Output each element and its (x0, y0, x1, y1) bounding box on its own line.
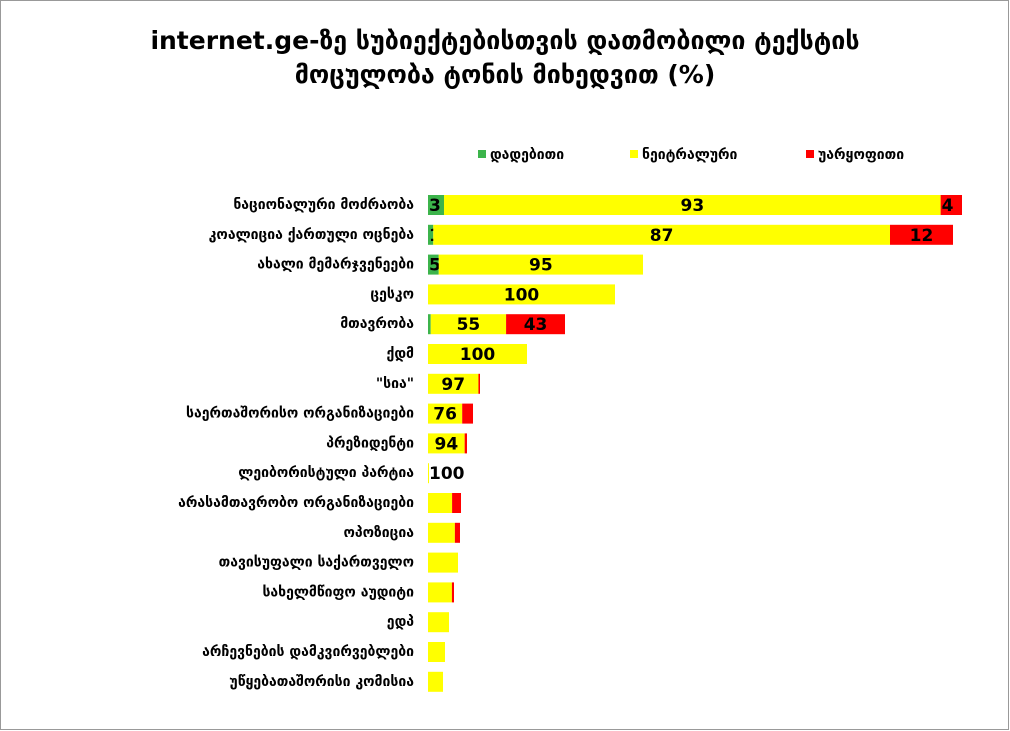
bar-segment (444, 195, 941, 215)
bar-segment (506, 314, 565, 335)
value-label: 94 (434, 434, 458, 454)
value-label: 100 (429, 464, 465, 484)
value-label: 5 (429, 256, 441, 276)
value-label: 3 (429, 196, 441, 216)
bar-segment (428, 195, 445, 215)
value-label: 97 (441, 375, 465, 395)
category-label: საერთაშორისო ორგანიზაციები (186, 406, 414, 422)
category-label: ნაციონალური მოძრაობა (233, 197, 414, 213)
bar-segment (451, 582, 454, 603)
legend-swatch (806, 150, 814, 158)
bar-segment (430, 314, 507, 335)
value-label: 55 (457, 315, 481, 335)
value-label: 87 (650, 226, 674, 246)
category-label: სახელმწიფო აუდიტი (262, 584, 414, 600)
category-label: ქდმ (387, 346, 415, 362)
bar-segment (428, 373, 479, 394)
category-label: თავისუფალი საქართველო (219, 555, 414, 571)
bar-segment (428, 344, 527, 364)
value-label: 95 (529, 256, 553, 276)
bar-segment (433, 224, 890, 245)
bar-segment (428, 463, 429, 484)
value-label: 93 (680, 196, 704, 216)
bar-segment (428, 671, 443, 692)
bar-segment (940, 195, 962, 215)
bar-segment (428, 612, 449, 633)
category-label: ედპ (387, 614, 414, 630)
bar-segment (428, 224, 434, 245)
chart-title: internet.ge-ზე სუბიექტებისთვის დათმობილი… (150, 26, 859, 55)
category-label: "სია" (376, 376, 414, 392)
legend-swatch (630, 150, 638, 158)
legend-label: ნეიტრალური (642, 147, 738, 163)
bar-segment (428, 582, 452, 603)
category-label: უწყებათაშორისი კომისია (229, 674, 414, 690)
bar-segment (428, 493, 453, 513)
category-label: პრეზიდენტი (326, 435, 414, 451)
category-label: არასამთავრობო ორგანიზაციები (178, 495, 414, 511)
bar-segment (438, 254, 643, 275)
bar-segment (428, 552, 458, 573)
category-label: ახალი მემარჯვენეები (257, 257, 414, 273)
bar-segment (428, 254, 439, 275)
bar-segment (890, 224, 953, 245)
legend-label: დადებითი (490, 147, 564, 163)
bar-segment (478, 373, 480, 394)
bar-segment (428, 433, 465, 454)
bar-segment (428, 403, 463, 424)
category-label: ცესკო (370, 286, 414, 302)
bar-segment (428, 522, 455, 543)
bar-segment (454, 522, 460, 543)
bar-segment (428, 284, 615, 305)
category-label: არჩევნების დამკვირვებლები (202, 644, 414, 660)
value-label: 43 (524, 315, 548, 335)
category-label: კოალიცია ქართული ოცნება (209, 227, 415, 243)
value-label: 100 (504, 285, 540, 305)
bar-segment (464, 433, 467, 454)
bar-segment (462, 403, 473, 424)
category-label: ლეიბორისტული პარტია (238, 465, 414, 481)
bar-segment (452, 493, 461, 513)
value-label: 4 (942, 196, 954, 216)
category-label: მთავრობა (340, 316, 414, 332)
value-label: 100 (460, 345, 496, 365)
chart-title: მოცულობა ტონის მიხედვით (%) (295, 60, 716, 89)
value-label: 12 (910, 226, 934, 246)
bar-segment (428, 314, 431, 335)
legend-label: უარყოფითი (818, 147, 904, 163)
bar-segment (428, 642, 445, 662)
value-label: 76 (433, 405, 457, 425)
category-label: ოპოზიცია (343, 525, 414, 541)
legend-swatch (478, 150, 486, 158)
